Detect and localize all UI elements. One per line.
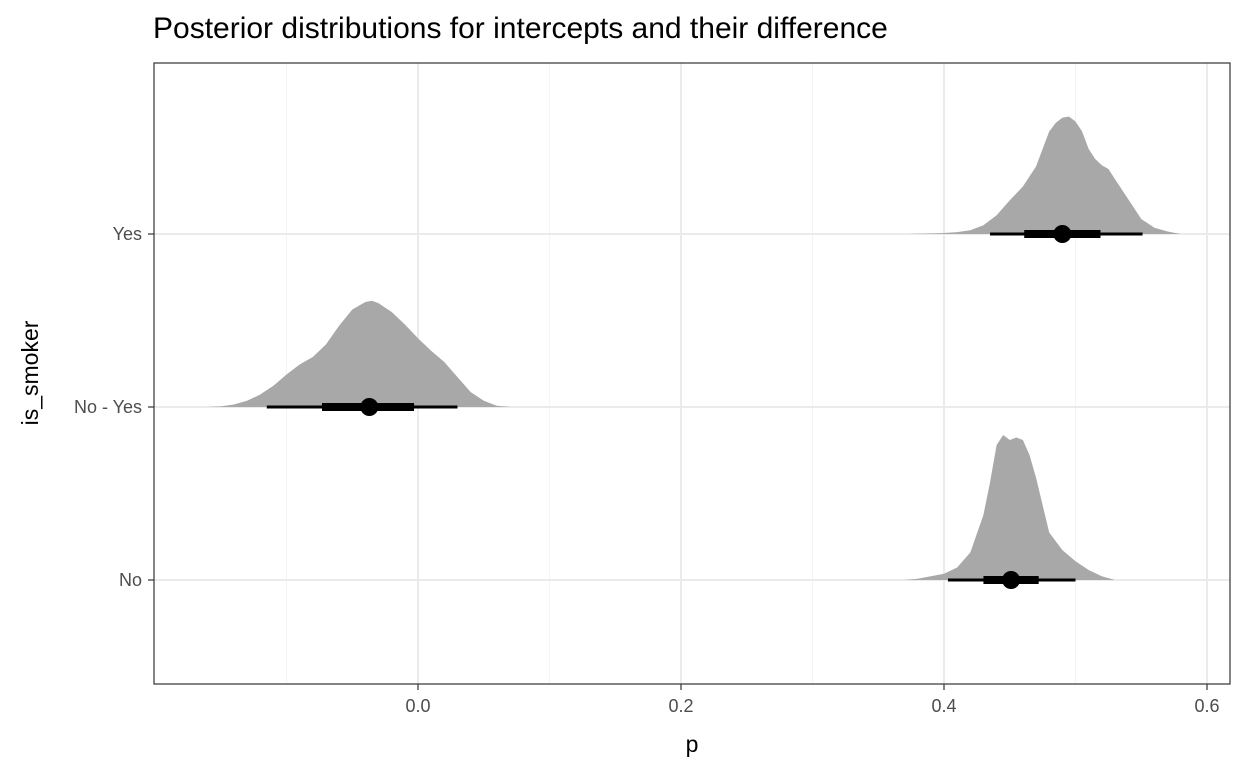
x-tick-label: 0.2 xyxy=(668,696,693,716)
density-yes xyxy=(907,116,1181,234)
y-tick-label: Yes xyxy=(113,224,142,244)
x-tick-label: 0.4 xyxy=(931,696,956,716)
y-axis-title: is_smoker xyxy=(17,320,43,425)
y-tick-label: No xyxy=(119,570,142,590)
point-estimate-2 xyxy=(1002,571,1021,589)
y-tick-label: No - Yes xyxy=(74,397,142,417)
density-layer xyxy=(207,116,1181,580)
x-tick-label: 0.0 xyxy=(405,696,430,716)
interval-layer xyxy=(266,225,1143,589)
density-no-yes xyxy=(207,300,511,407)
point-estimate-1 xyxy=(360,398,379,416)
x-tick-label: 0.6 xyxy=(1194,696,1219,716)
x-axis-title: p xyxy=(686,731,699,757)
point-estimate-0 xyxy=(1053,225,1072,243)
density-no xyxy=(904,435,1115,580)
chart-title: Posterior distributions for intercepts a… xyxy=(153,12,888,45)
panel-border xyxy=(153,62,1231,685)
axes: 0.0 0.2 0.4 0.6 No No - Yes Yes xyxy=(74,224,1220,716)
